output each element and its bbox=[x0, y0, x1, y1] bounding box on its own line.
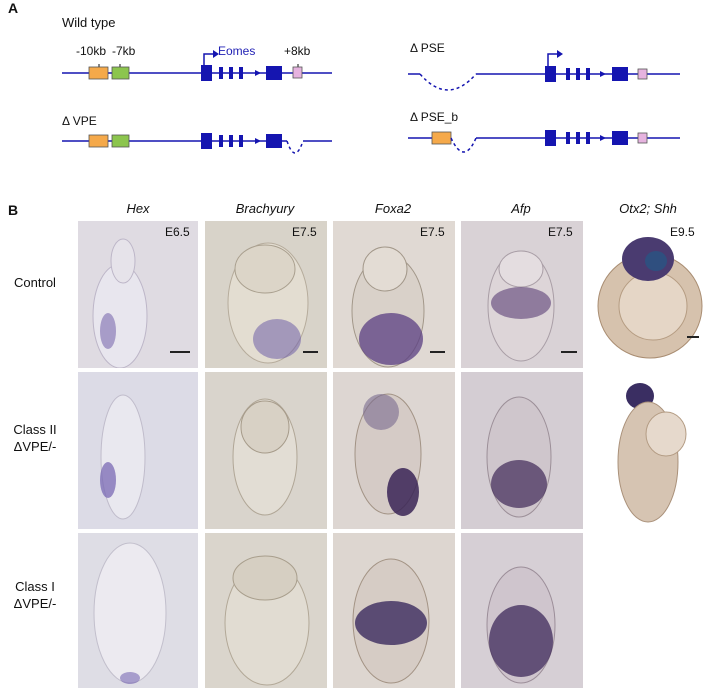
scale-bar-otx2-shh bbox=[687, 336, 699, 338]
label-minus7kb: -7kb bbox=[112, 44, 136, 58]
column-header-afp: Afp bbox=[511, 201, 531, 216]
row-label-control-line1: Control bbox=[14, 275, 56, 290]
image-afp-class-i bbox=[461, 533, 583, 688]
label-delta-vpe: Δ VPE bbox=[62, 114, 97, 128]
delta-pse-construct bbox=[408, 50, 680, 91]
delta-vpe-construct bbox=[62, 133, 332, 154]
image-hex-class-ii bbox=[78, 372, 198, 529]
image-hex-class-i bbox=[78, 533, 198, 688]
image-hex-control bbox=[78, 221, 198, 368]
image-brachyury-class-ii bbox=[205, 372, 327, 529]
stage-label-brachyury: E7.5 bbox=[292, 225, 317, 239]
image-afp-class-ii bbox=[461, 372, 583, 529]
row-label-class-ii-line2: ΔVPE/- bbox=[13, 439, 57, 454]
scale-bar-hex bbox=[170, 351, 190, 353]
stage-label-hex: E6.5 bbox=[165, 225, 190, 239]
label-minus10kb: -10kb bbox=[76, 44, 107, 58]
wild-type-construct bbox=[62, 50, 332, 81]
gene-diagrams bbox=[62, 50, 680, 154]
scale-bar-afp bbox=[561, 351, 577, 353]
wild-type-title: Wild type bbox=[62, 15, 116, 30]
enhancer-plus8kb-box bbox=[292, 66, 303, 79]
column-header-hex: Hex bbox=[126, 201, 150, 216]
stage-label-foxa2: E7.5 bbox=[420, 225, 445, 239]
tss-arrow-icon bbox=[203, 53, 214, 66]
image-brachyury-control bbox=[205, 221, 327, 368]
row-label-class-i: Class I ΔVPE/- bbox=[0, 578, 70, 612]
label-eomes: Eomes bbox=[218, 44, 256, 58]
image-foxa2-class-ii bbox=[333, 372, 455, 529]
image-otx2-shh-class-ii bbox=[588, 372, 710, 529]
label-delta-pse-b: Δ PSE_b bbox=[410, 110, 459, 124]
label-plus8kb: +8kb bbox=[284, 44, 311, 58]
label-delta-pse: Δ PSE bbox=[410, 41, 445, 55]
panel-b-letter: B bbox=[8, 202, 19, 218]
image-afp-control bbox=[461, 221, 583, 368]
image-brachyury-class-i bbox=[205, 533, 327, 688]
scale-bar-foxa2 bbox=[430, 351, 445, 353]
column-header-otx2-shh: Otx2; Shh bbox=[619, 201, 677, 216]
enhancer-minus7kb-box bbox=[111, 66, 130, 80]
image-foxa2-class-i bbox=[333, 533, 455, 688]
row-label-class-i-line2: ΔVPE/- bbox=[13, 596, 57, 611]
panel-a-letter: A bbox=[8, 0, 19, 16]
column-header-foxa2: Foxa2 bbox=[374, 201, 412, 216]
image-foxa2-control bbox=[333, 221, 455, 368]
stage-label-otx2-shh: E9.5 bbox=[670, 225, 695, 239]
row-label-control: Control bbox=[0, 274, 70, 291]
column-header-brachyury: Brachyury bbox=[235, 201, 295, 216]
scale-bar-brachyury bbox=[303, 351, 318, 353]
delta-pse-b-construct bbox=[408, 130, 680, 153]
stage-label-afp: E7.5 bbox=[548, 225, 573, 239]
enhancer-minus10kb-box bbox=[88, 66, 109, 80]
image-otx2-shh-control bbox=[588, 221, 710, 368]
row-label-class-ii-line1: Class II bbox=[13, 422, 57, 437]
row-label-class-i-line1: Class I bbox=[15, 579, 55, 594]
row-label-class-ii: Class II ΔVPE/- bbox=[0, 421, 70, 455]
